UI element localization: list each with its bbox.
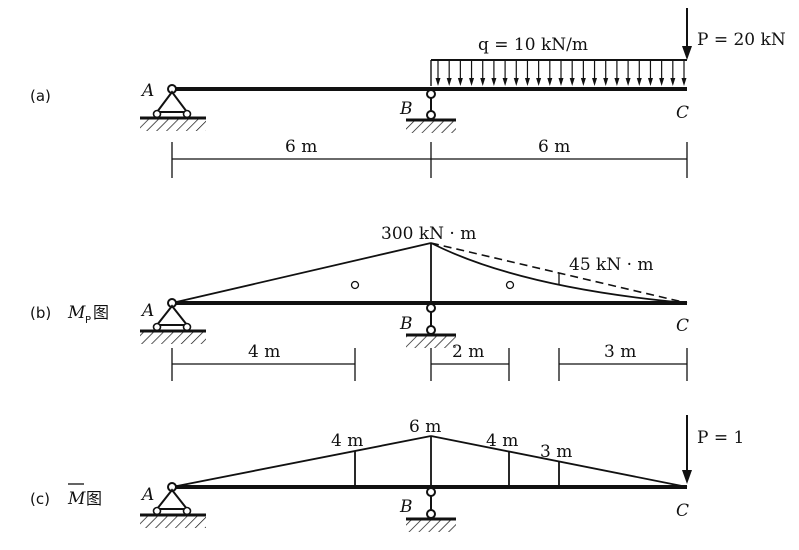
- dim-b1-label: 4 m: [248, 342, 280, 362]
- ordinate-4-label: 3 m: [540, 442, 572, 462]
- node-A-label: A: [140, 81, 154, 101]
- load-arrow-head: [625, 78, 631, 86]
- load-arrow-head: [580, 78, 586, 86]
- panel-b-tag: (b): [30, 304, 51, 322]
- ordinate-1-label: 4 m: [331, 431, 363, 451]
- load-arrow-head: [480, 78, 486, 86]
- load-arrow-head: [469, 78, 475, 86]
- panel-a: (a) q = 10 kN/m: [30, 8, 786, 178]
- support-A-pin: [140, 84, 206, 131]
- node-A-label-b: A: [140, 301, 154, 321]
- load-arrow-head: [491, 78, 497, 86]
- panel-b-diagram-name: M: [67, 303, 86, 323]
- load-arrow-head: [547, 78, 553, 86]
- load-arrow-head: [592, 78, 598, 86]
- node-C-label-b: C: [676, 316, 689, 336]
- panel-c-tag: (c): [30, 490, 50, 508]
- panel-b-diagram-suffix: 图: [93, 303, 109, 322]
- moment-B-label: 300 kN · m: [381, 224, 476, 244]
- node-C-label-c: C: [676, 501, 689, 521]
- panel-c-diagram-name: M: [67, 489, 86, 509]
- load-arrow-head: [536, 78, 542, 86]
- load-arrow-head: [636, 78, 642, 86]
- load-arrow-head: [659, 78, 665, 86]
- load-arrow-head: [681, 78, 687, 86]
- moment-mid-label: 45 kN · m: [569, 255, 654, 275]
- load-P-label: P = 20 kN: [697, 30, 786, 50]
- dimension-line-b: [171, 348, 688, 381]
- support-B-link-b: [406, 303, 456, 348]
- node-B-label-c: B: [399, 497, 413, 517]
- support-B-link-c: [406, 487, 456, 532]
- load-q-label: q = 10 kN/m: [478, 35, 588, 55]
- node-C-label: C: [676, 103, 689, 123]
- node-B-label: B: [399, 99, 413, 119]
- panel-c: (c) M 图 4 m 6 m 4 m 3 m P = 1: [30, 415, 744, 532]
- load-arrow-head: [647, 78, 653, 86]
- dim-b2-label: 2 m: [452, 342, 484, 362]
- load-arrow-head: [558, 78, 564, 86]
- load-arrow-head: [670, 78, 676, 86]
- dim-b3-label: 3 m: [604, 342, 636, 362]
- unit-moment-line-AB: [171, 435, 432, 488]
- distributed-load-q: [430, 59, 687, 86]
- load-arrow-head: [435, 78, 441, 86]
- dim-AB-label: 6 m: [285, 137, 317, 157]
- load-arrow-head: [614, 78, 620, 86]
- point-load-P: [682, 8, 692, 60]
- panel-c-diagram-suffix: 图: [86, 489, 102, 508]
- ordinate-3-label: 4 m: [486, 431, 518, 451]
- load-arrow-head: [502, 78, 508, 86]
- panel-a-tag: (a): [30, 87, 51, 105]
- centroid-marker-AB: [350, 280, 360, 290]
- moment-curve-BC: [430, 242, 688, 304]
- load-arrow-head: [457, 78, 463, 86]
- load-arrow-head: [524, 78, 530, 86]
- load-arrow-head: [603, 78, 609, 86]
- panel-b-diagram-sub: P: [85, 315, 91, 326]
- support-A-pin-b: [140, 298, 206, 344]
- support-B-link: [406, 89, 456, 133]
- support-A-pin-c: [140, 482, 206, 528]
- node-B-label-b: B: [399, 314, 413, 334]
- moment-line-AB: [171, 242, 432, 304]
- load-arrow-head: [569, 78, 575, 86]
- panel-b: (b) M P 图 300 kN · m 45 kN · m: [30, 224, 689, 381]
- dim-BC-label: 6 m: [538, 137, 570, 157]
- load-arrow-head: [446, 78, 452, 86]
- ordinate-2-label: 6 m: [409, 417, 441, 437]
- unit-load-P: [682, 415, 692, 484]
- unit-load-label: P = 1: [697, 428, 744, 448]
- load-arrow-head: [513, 78, 519, 86]
- dimension-line-a: [171, 142, 688, 178]
- centroid-marker-BC: [505, 280, 515, 290]
- node-A-label-c: A: [140, 485, 154, 505]
